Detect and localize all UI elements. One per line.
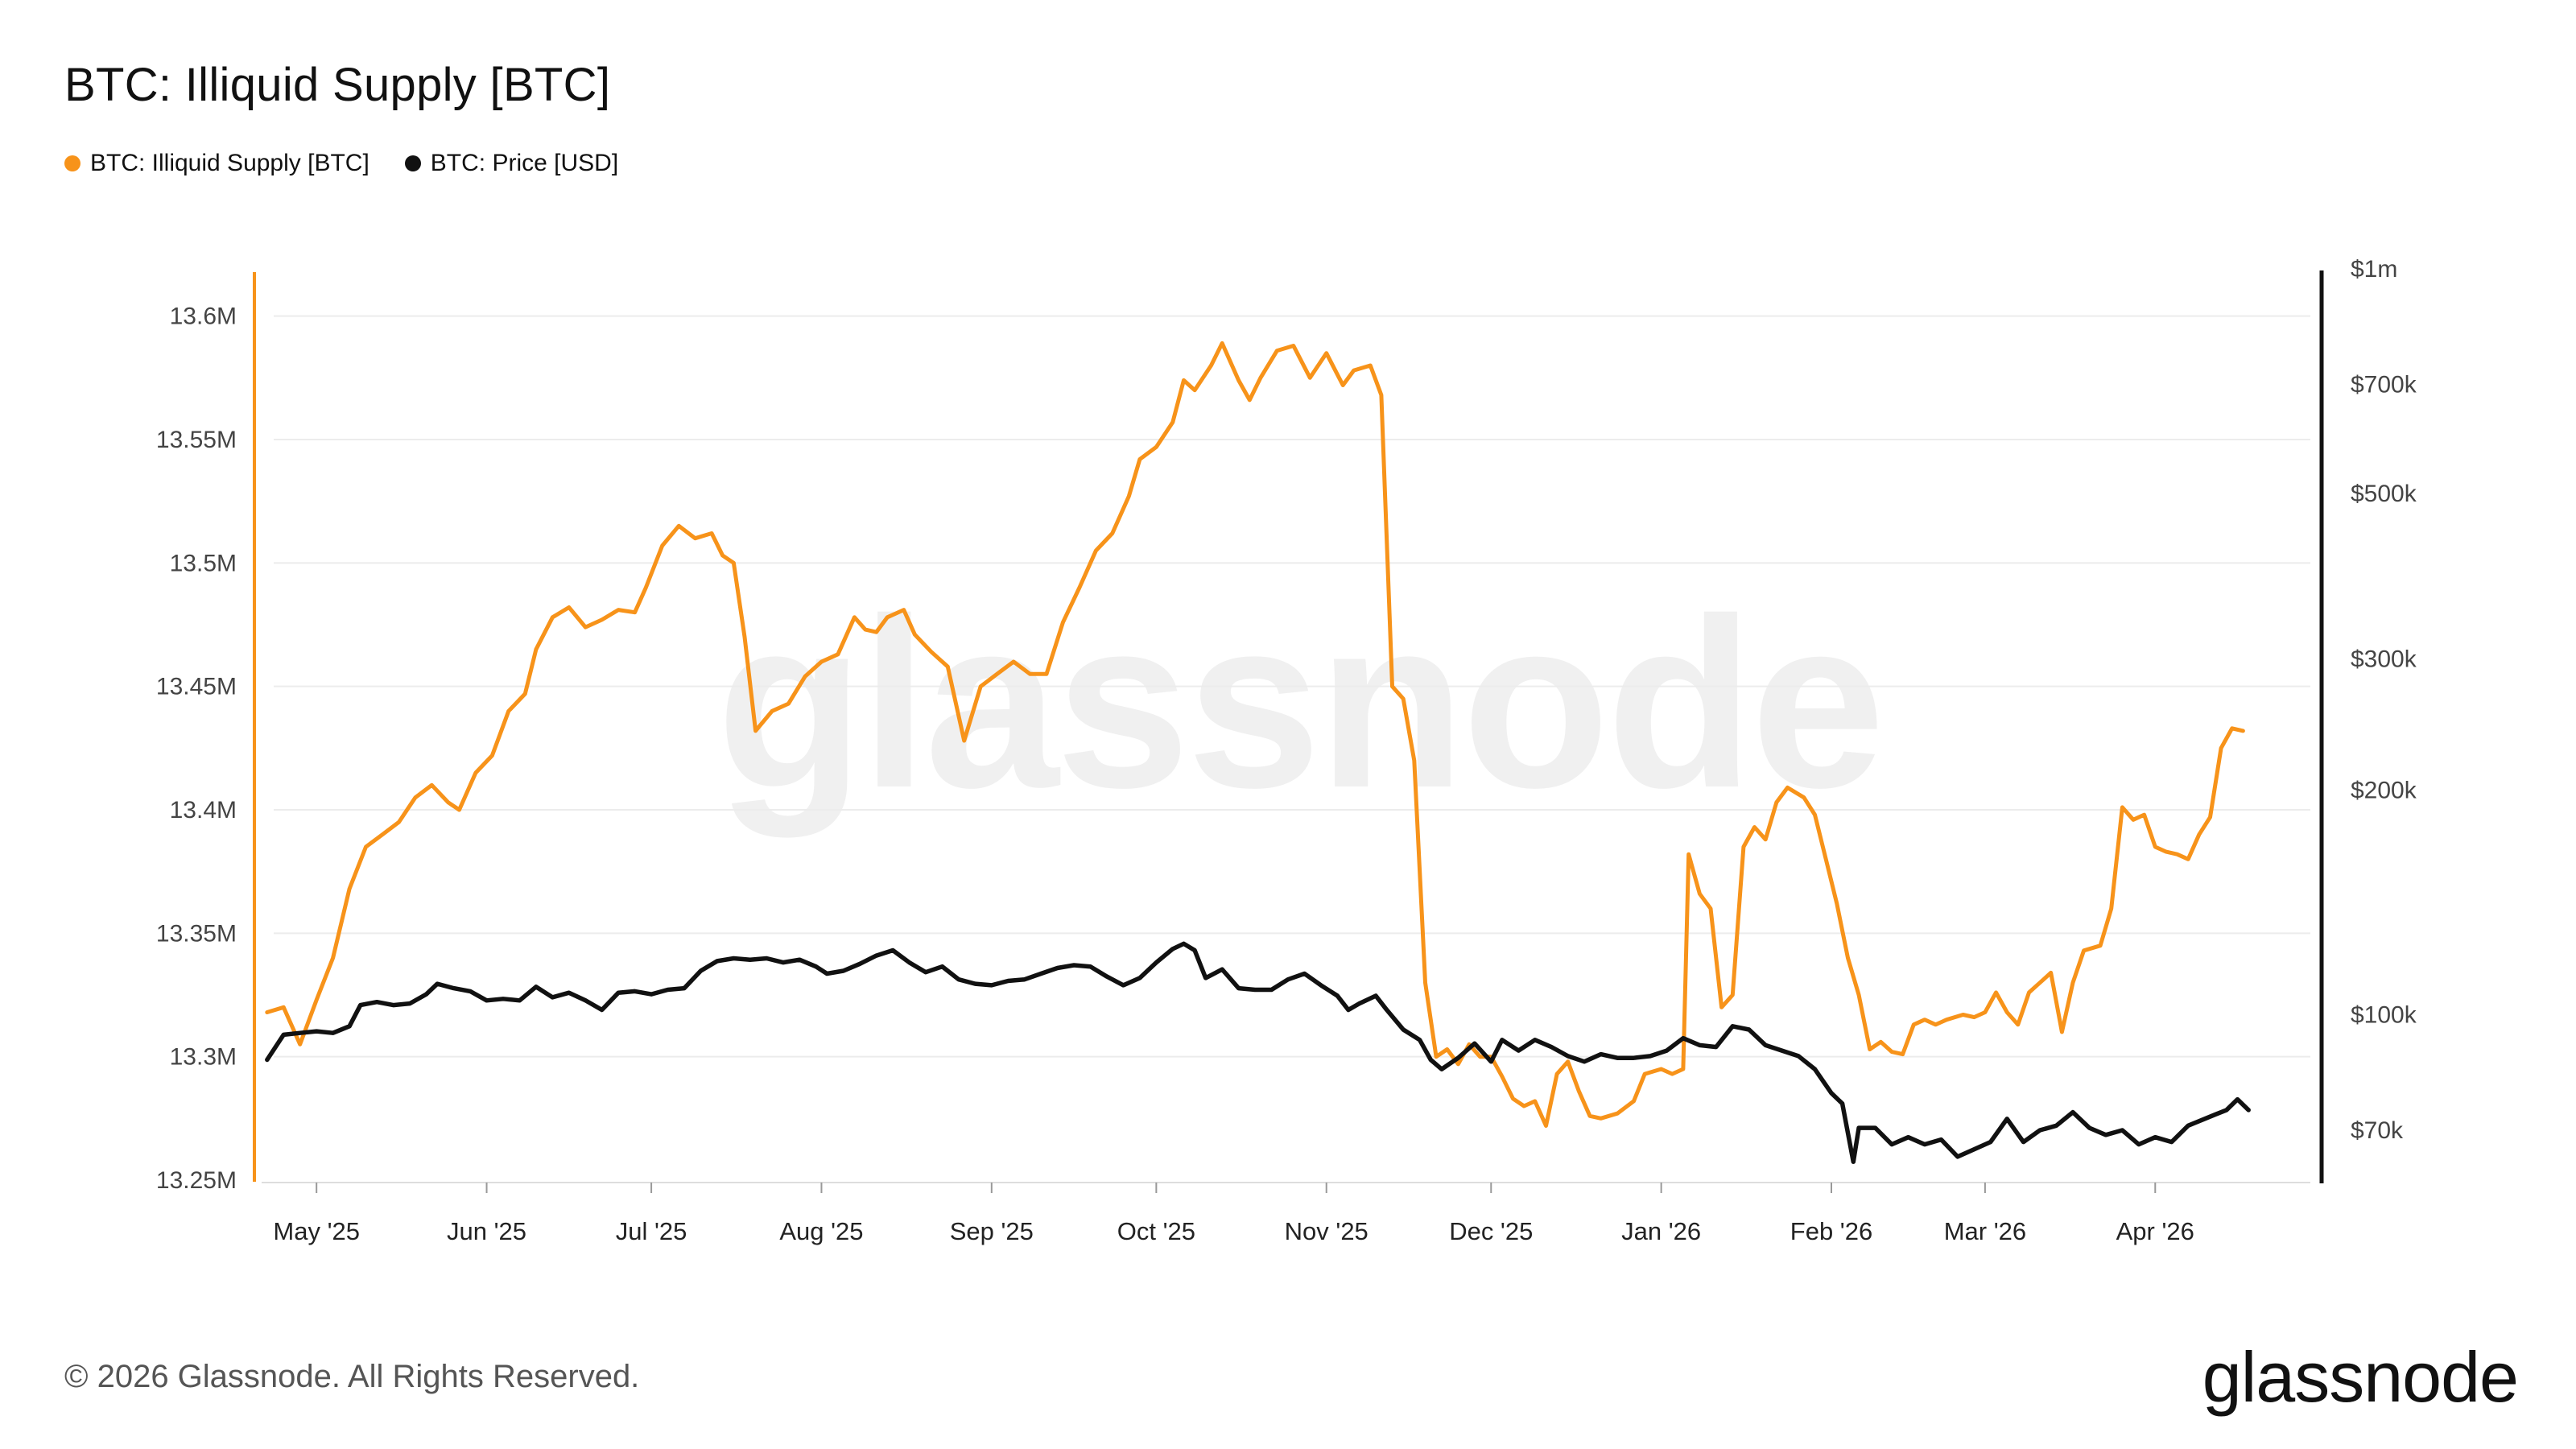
series-line-illiquid-supply xyxy=(265,341,2245,1128)
x-tick-label: Apr '26 xyxy=(2116,1217,2194,1245)
y-left-tick-label: 13.5M xyxy=(170,550,237,576)
x-tick-label: Sep '25 xyxy=(950,1217,1034,1245)
legend-dot-black-icon xyxy=(404,155,421,171)
x-tick-label: May '25 xyxy=(273,1217,360,1245)
y-left-tick-label: 13.25M xyxy=(156,1167,237,1194)
y-left-tick-label: 13.35M xyxy=(156,920,237,947)
copyright-notice: © 2026 Glassnode. All Rights Reserved. xyxy=(64,1359,640,1394)
x-tick-label: Aug '25 xyxy=(779,1217,863,1245)
y-left-tick-label: 13.4M xyxy=(170,797,237,824)
x-tick-label: Dec '25 xyxy=(1449,1217,1533,1245)
y-right-tick-label: $500k xyxy=(2351,481,2417,507)
legend-label-illiquid-supply: BTC: Illiquid Supply [BTC] xyxy=(90,150,369,176)
y-right-tick-label: $200k xyxy=(2351,778,2417,804)
y-right-tick-label: $1m xyxy=(2351,256,2397,283)
y-right-tick-label: $300k xyxy=(2351,646,2417,672)
x-tick-label: Nov '25 xyxy=(1285,1217,1368,1245)
x-tick-label: Oct '25 xyxy=(1117,1217,1195,1245)
y-left-tick-label: 13.3M xyxy=(170,1044,237,1071)
legend-dot-orange-icon xyxy=(64,155,80,171)
x-tick-label: Jan '26 xyxy=(1621,1217,1701,1245)
chart-legend: BTC: Illiquid Supply [BTC] BTC: Price [U… xyxy=(64,150,618,177)
y-left-tick-label: 13.55M xyxy=(156,427,237,453)
y-right-tick-label: $70k xyxy=(2351,1117,2404,1144)
y-left-tick-label: 13.6M xyxy=(170,303,237,330)
y-left-tick-label: 13.45M xyxy=(156,674,237,700)
legend-item-illiquid-supply[interactable]: BTC: Illiquid Supply [BTC] xyxy=(64,150,369,177)
legend-label-price: BTC: Price [USD] xyxy=(430,150,619,176)
x-tick-label: Feb '26 xyxy=(1790,1217,1872,1245)
chart-title: BTC: Illiquid Supply [BTC] xyxy=(64,59,611,111)
series-line-price xyxy=(265,941,2251,1164)
x-tick-label: Jul '25 xyxy=(616,1217,687,1245)
y-right-tick-label: $700k xyxy=(2351,372,2417,398)
y-right-tick-label: $100k xyxy=(2351,1001,2417,1028)
x-tick-label: Mar '26 xyxy=(1944,1217,2026,1245)
legend-item-price[interactable]: BTC: Price [USD] xyxy=(404,150,619,177)
x-tick-label: Jun '25 xyxy=(447,1217,526,1245)
brand-logo: glassnode xyxy=(2202,1337,2519,1417)
